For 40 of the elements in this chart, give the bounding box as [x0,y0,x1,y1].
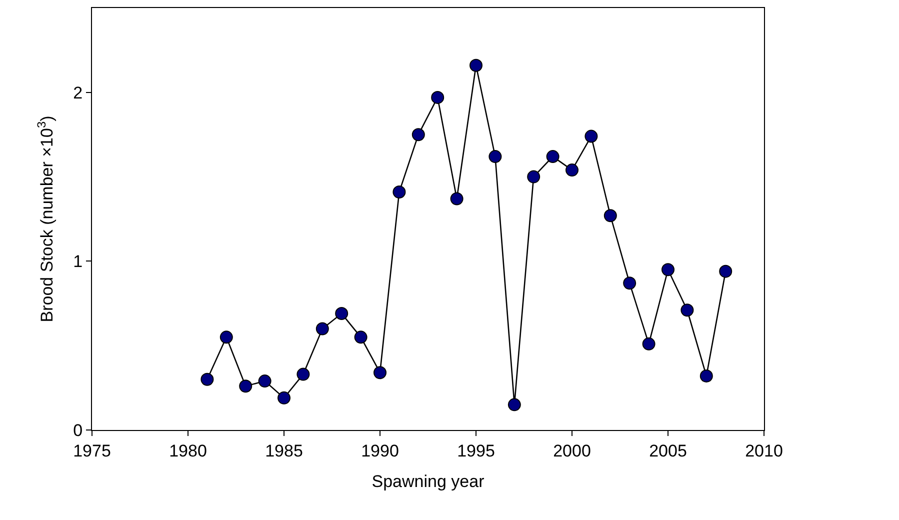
point [296,368,310,381]
y-tick-label: 1 [73,252,83,272]
point [680,304,694,317]
point [316,322,329,336]
point [488,150,502,164]
point [508,398,521,412]
x-tick-label: 2000 [553,441,591,460]
x-tick-label: 2005 [649,441,687,460]
point [278,391,290,404]
point [258,374,272,388]
point [642,337,656,350]
point [662,263,674,276]
x-tick-label: 1995 [457,441,495,460]
x-axis-title: Spawning year [372,472,485,491]
y-tick-label: 2 [73,83,83,102]
point [335,307,348,320]
x-tick-label: 2010 [745,441,783,460]
point [566,164,578,177]
x-tick-label: 1980 [169,441,207,460]
point [220,330,233,344]
point [700,369,713,382]
x-tick-label: 1990 [361,441,399,460]
point [450,192,464,206]
point [623,276,636,290]
x-tick-label: 1985 [265,441,303,460]
point [546,150,560,164]
point [392,185,406,198]
point [527,170,540,184]
y-tick-label: 0 [73,420,83,440]
point [470,58,482,72]
point [604,209,617,222]
point [200,372,214,386]
point [239,380,252,393]
point [584,130,598,143]
point [431,90,444,104]
point [374,366,386,380]
x-tick-label: 1975 [73,441,111,460]
point [412,128,425,142]
point [719,264,732,278]
point [354,330,368,344]
